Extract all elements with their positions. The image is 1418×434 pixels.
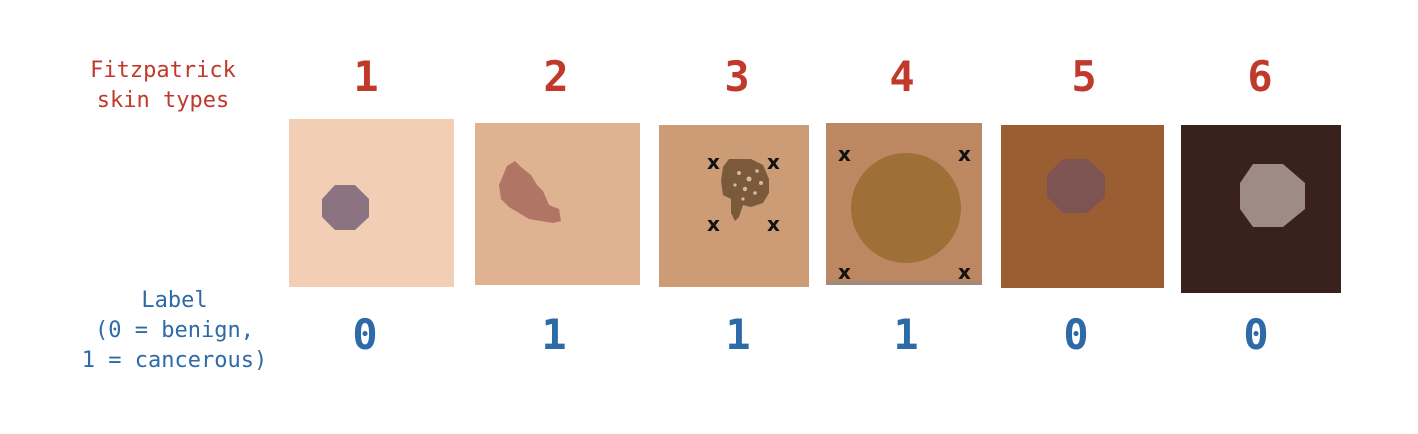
skin-tile-1 [289,119,454,287]
lesion-4 [851,153,961,263]
skin-background-2 [475,123,640,285]
skin-type-number-6: 6 [1247,52,1273,101]
marker-x-3d: x [767,212,780,236]
skin-tile-3: x x x x [659,125,809,287]
label-row-label: Label (0 = benign, 1 = cancerous) [52,286,297,376]
marker-x-4b: x [958,142,971,166]
label-number-1: 0 [352,310,378,359]
skin-types-label-line-1: Fitzpatrick [90,58,236,83]
marker-x-4d: x [958,260,971,284]
skin-tile-4: x x x x [826,123,982,285]
marker-x-4c: x [838,260,851,284]
label-label-line-3: 1 = cancerous) [81,348,268,373]
label-label-line-1: Label [141,288,208,313]
tile-4-bottom-edge [826,281,982,285]
label-number-3: 1 [725,310,751,359]
marker-x-3b: x [767,150,780,174]
marker-x-4a: x [838,142,851,166]
marker-x-3c: x [707,212,720,236]
skin-background-1 [289,119,454,287]
label-number-2: 1 [541,310,567,359]
skin-types-row-label: Fitzpatrick skin types [58,56,268,116]
skin-type-number-2: 2 [543,52,569,101]
lesion-5 [1047,159,1105,213]
lesion-6 [1240,164,1305,227]
label-number-6: 0 [1243,310,1269,359]
skin-types-label-line-2: skin types [96,88,230,113]
lesion-3-texture [733,169,763,201]
skin-tile-2 [475,123,640,285]
skin-type-number-5: 5 [1071,52,1097,101]
label-number-5: 0 [1063,310,1089,359]
skin-type-number-1: 1 [353,52,379,101]
skin-tile-6 [1181,125,1341,293]
label-label-line-2: (0 = benign, [95,318,254,343]
skin-tile-5 [1001,125,1164,288]
skin-type-number-4: 4 [889,52,915,101]
label-number-4: 1 [893,310,919,359]
lesion-1 [322,185,369,230]
skin-type-number-3: 3 [724,52,750,101]
lesion-2 [499,161,561,223]
marker-x-3a: x [707,150,720,174]
